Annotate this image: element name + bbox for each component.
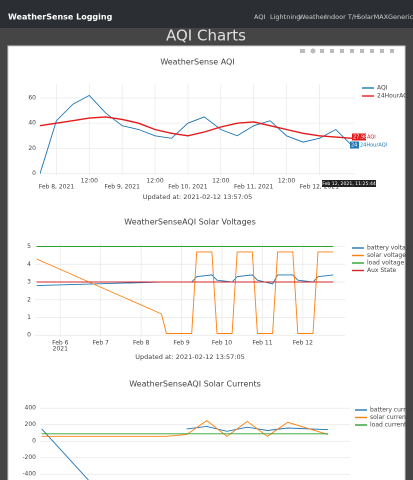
legend-label[interactable]: solar current	[370, 414, 409, 421]
icon[interactable]	[360, 49, 364, 53]
hover-x-box	[322, 180, 376, 187]
legend-label[interactable]: load current	[370, 422, 407, 429]
series-line	[41, 425, 329, 480]
brand[interactable]: WeatherSense Logging	[8, 13, 113, 22]
x-tick-label: 12:00	[81, 178, 98, 185]
x-tick-label: 12:00	[212, 178, 229, 185]
icon[interactable]	[310, 48, 316, 54]
chart-title: WeatherSenseAQI Solar Voltages	[124, 218, 255, 227]
y-tick-label: 1	[27, 314, 31, 321]
x-tick-label: Feb 12	[293, 340, 313, 347]
chart: WeatherSenseAQI Solar Currents -400 -200 0 2…	[22, 380, 413, 480]
chart-title: WeatherSense AQI	[160, 58, 234, 67]
x-tick-label: Feb 7	[93, 340, 110, 347]
legend-label[interactable]: solar voltage	[367, 252, 406, 259]
hover-name: 24HourAQI	[360, 143, 387, 149]
legend-label[interactable]: AQI	[377, 85, 388, 92]
legend-label[interactable]: battery current	[370, 407, 413, 414]
nav-link[interactable]: Lightning	[270, 13, 300, 21]
chart-title: WeatherSenseAQI Solar Currents	[129, 380, 261, 389]
hover-box	[350, 141, 359, 149]
nav-link[interactable]: SolarMAX	[357, 13, 389, 21]
x-tick-label: Feb 6	[52, 340, 69, 347]
icon[interactable]	[370, 49, 374, 53]
caption: Updated at: 2021-02-12 13:57:05	[135, 353, 245, 361]
x-tick-label: Feb 9, 2021	[104, 184, 140, 191]
y-tick-label: 200	[25, 421, 37, 428]
nav-link[interactable]: Generic	[388, 13, 413, 21]
icon[interactable]	[350, 49, 354, 53]
y-tick-label: 4	[27, 261, 31, 268]
icon[interactable]	[330, 49, 334, 53]
hover-value: 24	[351, 143, 357, 149]
x-tick-label: Feb 12, 2021	[300, 184, 339, 191]
icon[interactable]	[380, 49, 384, 53]
x-tick-label: 12:00	[146, 178, 163, 185]
icon[interactable]	[390, 49, 394, 53]
y-tick-label: 5	[27, 243, 31, 250]
y-tick-label: -200	[22, 454, 36, 461]
y-tick-label: 0	[32, 438, 36, 445]
hover-value: 27.98	[353, 135, 367, 141]
icon[interactable]	[340, 49, 344, 53]
series-line	[36, 251, 334, 334]
chart: WeatherSenseAQI Solar Voltages Updated at…	[27, 218, 413, 362]
legend-label[interactable]: load voltage	[367, 260, 404, 267]
icon[interactable]	[300, 49, 305, 53]
nav-link[interactable]: Indoor T/H	[325, 13, 359, 21]
y-tick-label: 0	[32, 170, 36, 177]
x-tick-label: 12:00	[278, 178, 295, 185]
y-tick-label: 3	[27, 279, 31, 286]
modebar	[300, 48, 394, 54]
x-tick-label: Feb 8, 2021	[39, 184, 75, 191]
legend-label[interactable]: 24HourAQI	[377, 93, 410, 100]
panel	[7, 45, 406, 480]
y-tick-label: 0	[27, 332, 31, 339]
legend-label[interactable]: Aux State	[367, 267, 397, 274]
icon[interactable]	[320, 49, 324, 53]
navbar	[0, 0, 413, 28]
x-year-label: 2021	[53, 346, 68, 353]
y-tick-label: 40	[28, 120, 36, 127]
y-tick-label: 400	[25, 405, 37, 412]
hover-x-label: Feb 12, 2021, 11:25:44	[322, 181, 376, 187]
x-tick-label: Feb 11, 2021	[234, 184, 273, 191]
series-line	[40, 116, 353, 139]
caption: Updated at: 2021-02-12 13:57:05	[143, 193, 253, 201]
nav-link[interactable]: Weather	[299, 13, 327, 21]
y-tick-label: -400	[22, 471, 36, 478]
series-line	[41, 420, 329, 437]
x-tick-label: Feb 10	[212, 340, 232, 347]
x-tick-label: Feb 11	[252, 340, 272, 347]
heading: AQI Charts	[166, 27, 246, 45]
y-tick-label: 20	[28, 145, 36, 152]
x-tick-label: Feb 8	[133, 340, 150, 347]
x-tick-label: Feb 9	[173, 340, 190, 347]
y-tick-label: 60	[28, 94, 36, 101]
chart: WeatherSense AQI Updated at: 2021-02-12 1…	[28, 58, 409, 202]
x-tick-label: Feb 10, 2021	[168, 184, 207, 191]
hover-name: AQI	[367, 135, 376, 141]
legend-label[interactable]: battery voltage	[367, 245, 413, 252]
y-tick-label: 2	[27, 296, 31, 303]
nav-link[interactable]: AQI	[254, 13, 265, 21]
hover-box	[352, 133, 366, 141]
series-line	[40, 94, 353, 174]
